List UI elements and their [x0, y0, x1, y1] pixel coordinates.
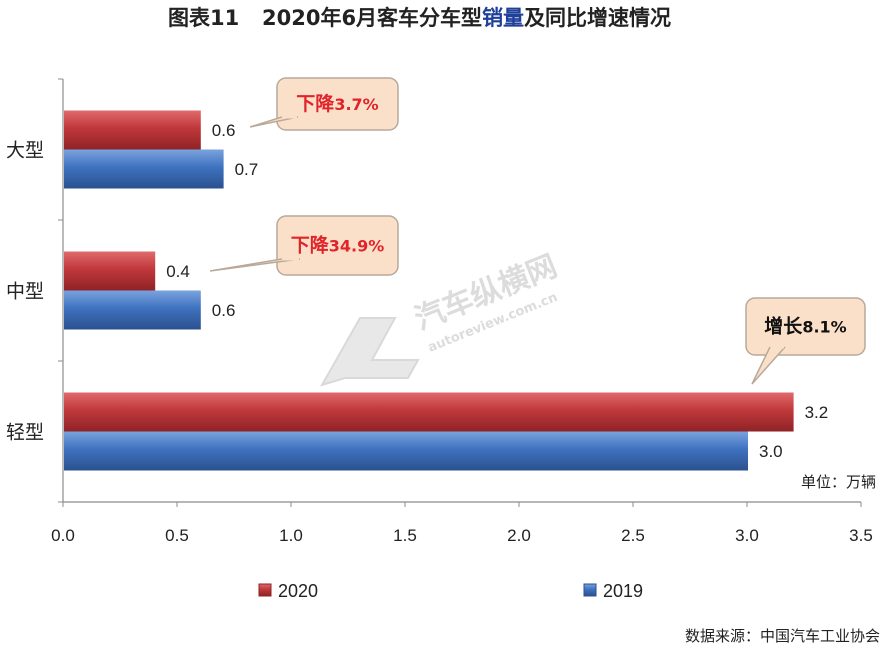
x-tick-label: 1.0 [279, 526, 303, 545]
callout-label: 下降34.9% [291, 234, 385, 257]
x-tick-label: 0.0 [51, 526, 75, 545]
x-tick-label: 1.5 [393, 526, 417, 545]
bars: 0.6 0.7 0.4 0.6 3.2 3.0 [64, 110, 829, 471]
callout-大型: 下降3.7% [249, 77, 399, 131]
callout-box [745, 297, 866, 356]
x-tick-label: 2.5 [621, 526, 645, 545]
y-category-label: 中型 [6, 281, 44, 303]
legend-swatch-2019 [583, 583, 597, 597]
y-category-label: 大型 [6, 140, 44, 162]
callout-label: 增长8.1% [764, 315, 846, 338]
x-tick-label: 2.0 [507, 526, 531, 545]
callout-label: 下降3.7% [296, 92, 378, 115]
bar-value-label: 0.6 [212, 121, 236, 140]
x-tick-label: 3.5 [849, 526, 873, 545]
bar-2019 [64, 149, 224, 189]
callout-中型: 下降34.9% [209, 215, 399, 276]
bar-value-label: 3.0 [759, 442, 783, 461]
y-category-label: 轻型 [6, 422, 44, 444]
bar-value-label: 3.2 [805, 403, 829, 422]
bar-2019 [64, 290, 201, 330]
bar-value-label: 0.7 [235, 160, 259, 179]
callout-pointer [249, 116, 299, 128]
bar-2020 [64, 251, 156, 291]
callout-轻型: 增长8.1% [745, 297, 866, 385]
legend-swatch-2020 [258, 583, 272, 597]
bar-2020 [64, 110, 201, 150]
chart-title-prefix: 图表11 [168, 6, 239, 30]
bar-2019 [64, 431, 748, 471]
callout-pointer [751, 346, 786, 385]
callouts: 下降3.7% 下降34.9% 增长8.1% [209, 77, 866, 385]
chart-title-part: 2020年6月客车分车型 [262, 6, 482, 30]
legend: 2020 2019 [258, 581, 643, 601]
legend-label-2020: 2020 [278, 581, 318, 601]
bar-value-label: 0.6 [212, 301, 236, 320]
legend-label-2019: 2019 [603, 581, 643, 601]
source-label: 数据来源：中国汽车工业协会 [685, 627, 880, 645]
chart-title-part: 及同比增速情况 [524, 6, 671, 30]
unit-label: 单位：万辆 [801, 473, 876, 491]
callout-box [276, 215, 399, 276]
chart-title: 2020年6月客车分车型销量及同比增速情况 [262, 6, 671, 30]
chart-title-part: 销量 [482, 6, 524, 30]
bar-value-label: 0.4 [166, 262, 190, 281]
callout-box [276, 77, 399, 131]
x-tick-label: 3.0 [735, 526, 759, 545]
x-tick-label: 0.5 [165, 526, 189, 545]
watermark-logo-icon [319, 317, 420, 387]
callout-pointer [209, 258, 301, 272]
bar-2020 [64, 392, 794, 432]
